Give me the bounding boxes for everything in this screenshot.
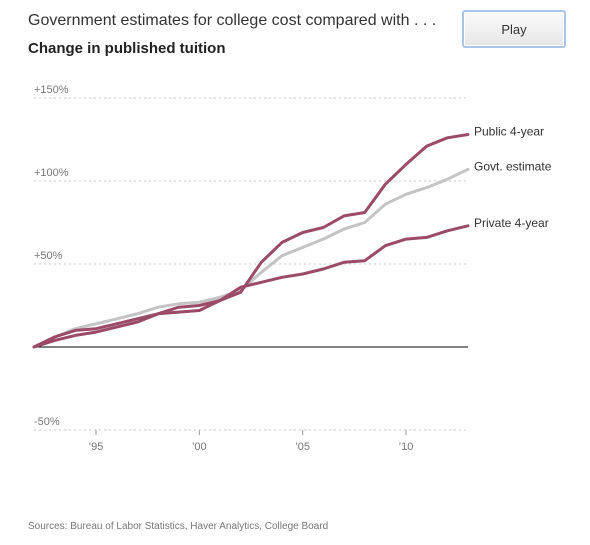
series-lines	[32, 133, 470, 349]
series-line-public-4-year	[32, 133, 470, 349]
series-label-govt-estimate: Govt. estimate	[474, 159, 552, 173]
x-tick-label: ’10	[399, 441, 414, 453]
x-axis-ticks: ’95 ’00 ’05 ’10	[89, 430, 414, 453]
y-axis-ticks: +150% +100% +50% -50%	[34, 84, 69, 428]
series-label-public-4-year: Public 4-year	[474, 125, 544, 139]
chart-subtitle: Change in published tuition	[28, 40, 226, 57]
chart-title: Government estimates for college cost co…	[28, 12, 437, 29]
series-label-private-4-year: Private 4-year	[474, 216, 549, 230]
gridlines	[34, 97, 468, 431]
y-tick-label: +50%	[34, 250, 63, 262]
series-labels: Public 4-year Govt. estimate Private 4-yea…	[474, 125, 552, 230]
tuition-line-chart: +150% +100% +50% -50% ’95 ’00 ’05 ’10 Public 4…	[32, 84, 552, 453]
x-tick-label: ’95	[89, 441, 104, 453]
series-line-govt-estimate	[32, 167, 470, 349]
y-tick-label: +150%	[34, 84, 69, 96]
x-tick-label: ’05	[295, 441, 310, 453]
x-tick-label: ’00	[192, 441, 207, 453]
source-note: Sources: Bureau of Labor Statistics, Hav…	[28, 521, 329, 532]
y-tick-label: -50%	[34, 416, 60, 428]
y-tick-label: +100%	[34, 167, 69, 179]
series-line-private-4-year	[32, 224, 470, 349]
play-button[interactable]: Play	[462, 10, 566, 48]
